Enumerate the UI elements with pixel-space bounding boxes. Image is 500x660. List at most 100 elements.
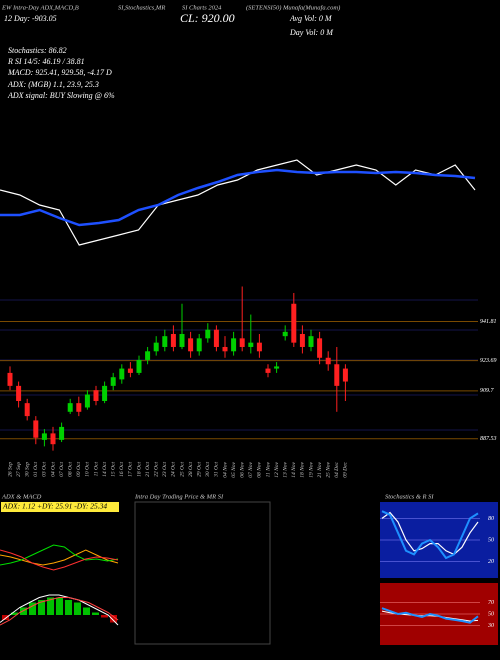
line [0, 597, 119, 626]
x-tick-label: 18 Oct [136, 462, 142, 477]
x-tick-label: 15 Oct [110, 462, 116, 477]
candle-body [84, 394, 90, 408]
line [381, 607, 479, 624]
candle-body [274, 366, 280, 369]
candle-body [50, 433, 56, 445]
y-tick-label: 887.53 [480, 436, 497, 442]
x-tick-label: 30 Oct [205, 462, 211, 478]
candle-body [33, 420, 39, 438]
candle-body [188, 338, 194, 352]
x-tick-label: 27 Sep [16, 462, 22, 477]
macd-bar [11, 612, 18, 615]
x-tick-label: 08 Nov [257, 461, 263, 477]
macd-bar [83, 607, 90, 615]
x-tick-label: 22 Oct [153, 462, 159, 477]
y-tick-label: 923.69 [480, 358, 497, 364]
title: SI,Stochastics,MR [118, 4, 165, 11]
day-change: 12 Day: -903.05 [4, 14, 57, 23]
x-tick-label: 19 Nov [308, 461, 314, 477]
candle-body [170, 334, 176, 347]
macd-bar [29, 602, 36, 615]
candle-body [119, 368, 125, 380]
candle-body [205, 329, 211, 339]
x-tick-label: 14 Oct [101, 462, 108, 477]
x-tick-label: 28 Oct [188, 462, 194, 477]
line [381, 511, 479, 556]
candle-body [308, 336, 314, 347]
x-tick-label: 25 Oct [179, 462, 185, 477]
x-tick-label: 06 Nov [239, 461, 245, 477]
y-tick-label: 909.7 [480, 388, 495, 394]
x-tick-label: 12 Nov [274, 461, 280, 477]
macd-bar [110, 615, 117, 623]
candle-body [136, 359, 142, 373]
x-tick-label: 11 Oct [93, 462, 99, 477]
macd-bar [65, 600, 72, 615]
x-tick-label: 10 Oct [85, 462, 91, 477]
candle-body [299, 334, 305, 347]
empty-panel [134, 501, 271, 645]
x-tick-label: 03 Oct [42, 462, 48, 477]
avg-vol: Avg Vol: 0 M [289, 14, 333, 23]
macd-bar [74, 602, 81, 615]
x-tick-label: 04 Dec [333, 461, 340, 477]
label-box [1, 502, 119, 512]
candle-body [213, 329, 219, 347]
candle-body [102, 385, 108, 401]
macd-bar [20, 607, 27, 615]
y-tick-label: 30 [487, 623, 494, 629]
y-tick-label: 80 [488, 516, 494, 522]
x-tick-label: 30 Sep [24, 462, 30, 478]
candle-body [145, 351, 151, 360]
y-tick-label: 50 [488, 611, 494, 617]
candle-body [127, 368, 133, 373]
y-tick-label: 50 [488, 537, 494, 543]
x-tick-label: 11 Nov [265, 461, 271, 477]
rsi: R SI 14/5: 46.19 / 38.81 [7, 57, 85, 66]
x-tick-label: 07 Oct [59, 462, 65, 477]
x-tick-label: 17 Oct [128, 462, 134, 477]
candle-body [153, 342, 159, 352]
candle-body [256, 342, 262, 352]
line [0, 549, 119, 571]
x-tick-label: 16 Oct [119, 462, 125, 477]
macd-bar [56, 597, 63, 615]
stochastics: Stochastics: 86.82 [8, 46, 67, 55]
y-tick-label: 20 [488, 559, 494, 565]
candle-body [24, 403, 30, 417]
x-tick-label: 04 Oct [49, 462, 56, 477]
x-tick-label: 23 Oct [162, 462, 168, 477]
x-tick-label: 08 Oct [67, 462, 73, 477]
x-tick-label: 25 Nov [325, 461, 331, 477]
macd-bar [92, 612, 99, 615]
candle-body [67, 403, 73, 412]
title: SI Charts 2024 [182, 4, 222, 11]
x-tick-label: 31 Oct [214, 462, 220, 478]
candle-body [41, 433, 47, 440]
x-tick-label: 14 Nov [290, 461, 297, 477]
candle-body [248, 342, 254, 347]
candle-body [162, 336, 168, 347]
title: EW Intra-Day ADX,MACD,B [1, 4, 79, 11]
x-tick-label: 07 Nov [248, 461, 254, 477]
candle-body [196, 338, 202, 352]
title: (SETENSI50) Munafa(Munafa.com) [246, 4, 340, 11]
x-tick-label: 04 Nov [221, 461, 228, 477]
adx-signal: ADX signal: BUY Slowing @ 6% [7, 91, 115, 100]
candle-body [282, 331, 288, 337]
candle-body [7, 372, 13, 386]
macd: MACD: 925.41, 929.58, -4.17 D [7, 68, 112, 77]
candle-body [179, 334, 185, 347]
candle-body [59, 426, 65, 440]
macd-bar [47, 597, 54, 615]
x-tick-label: 18 Nov [300, 461, 306, 477]
x-tick-label: 24 Oct [170, 462, 177, 477]
x-tick-label: 26 Sep [7, 462, 13, 477]
x-tick-label: 29 Oct [196, 462, 202, 477]
x-tick-label: 09 Oct [76, 462, 82, 477]
line [0, 159, 476, 246]
candle-body [231, 338, 237, 352]
candle-body [317, 338, 323, 358]
candle-body [76, 403, 82, 412]
